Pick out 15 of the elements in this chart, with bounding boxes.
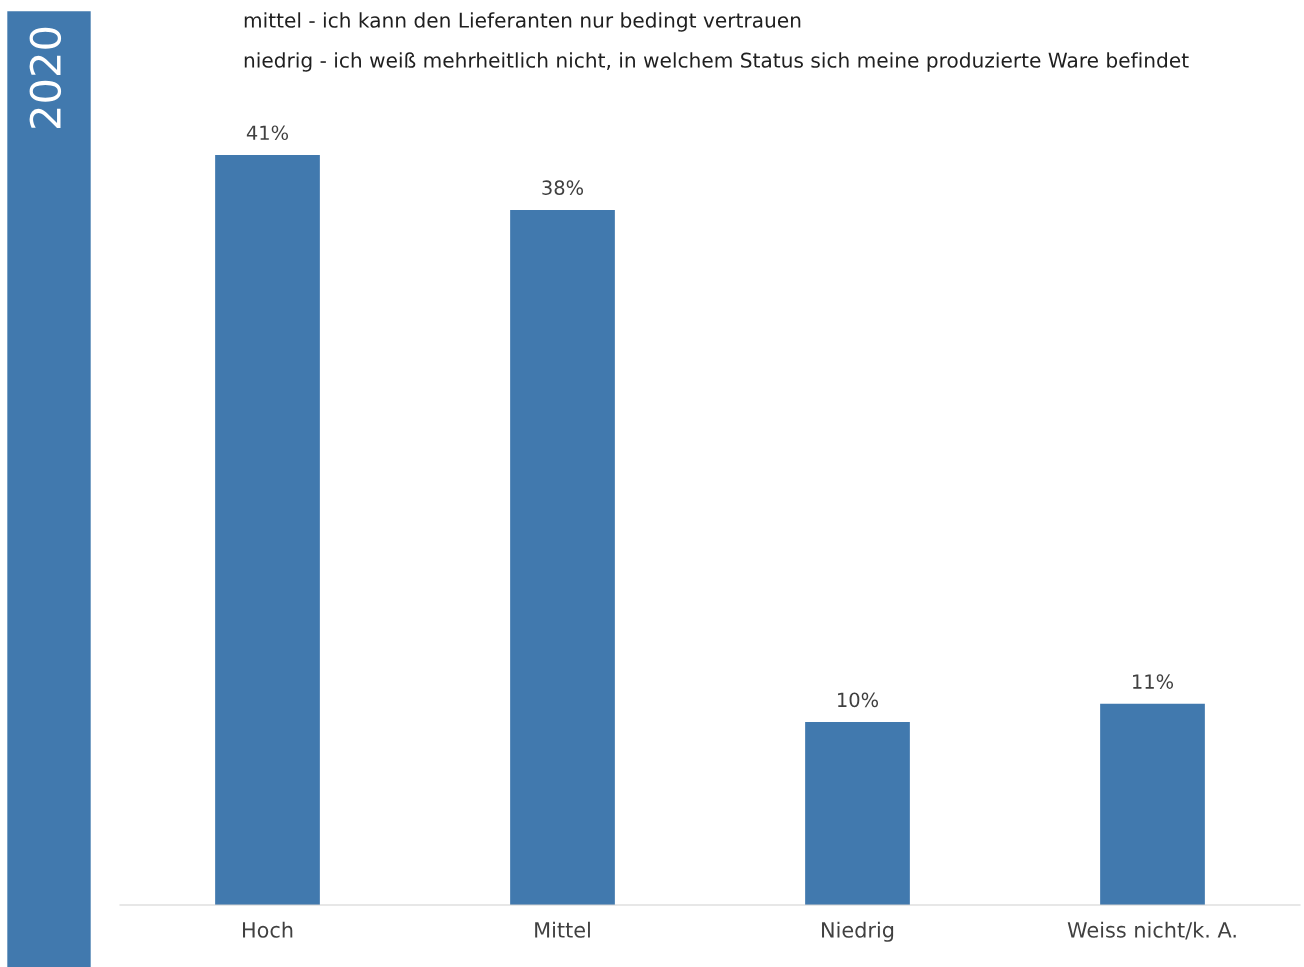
data-label: 41% xyxy=(246,125,289,141)
bar xyxy=(215,155,320,905)
text: mittel - ich kann den Lieferanten nur bedingt vertrauen xyxy=(244,12,801,32)
x-tick-label: Mittel xyxy=(535,921,590,938)
bar xyxy=(1100,703,1205,905)
bar xyxy=(805,722,910,905)
text: niedrig - ich weiß mehrheitlich nicht, in welchem Status sich meine produzierte Ware befindet xyxy=(244,52,1189,72)
x-tick-label: Weiss nicht/k. A. xyxy=(1067,921,1236,940)
data-label: 38% xyxy=(542,180,584,195)
bar xyxy=(510,209,615,905)
x-tick-label: Hoch xyxy=(243,921,293,938)
x-tick-label: Niedrig xyxy=(822,921,894,942)
chart-title: 2020 xyxy=(29,27,62,128)
data-label: 11% xyxy=(1133,674,1174,689)
data-label: 10% xyxy=(838,692,879,708)
